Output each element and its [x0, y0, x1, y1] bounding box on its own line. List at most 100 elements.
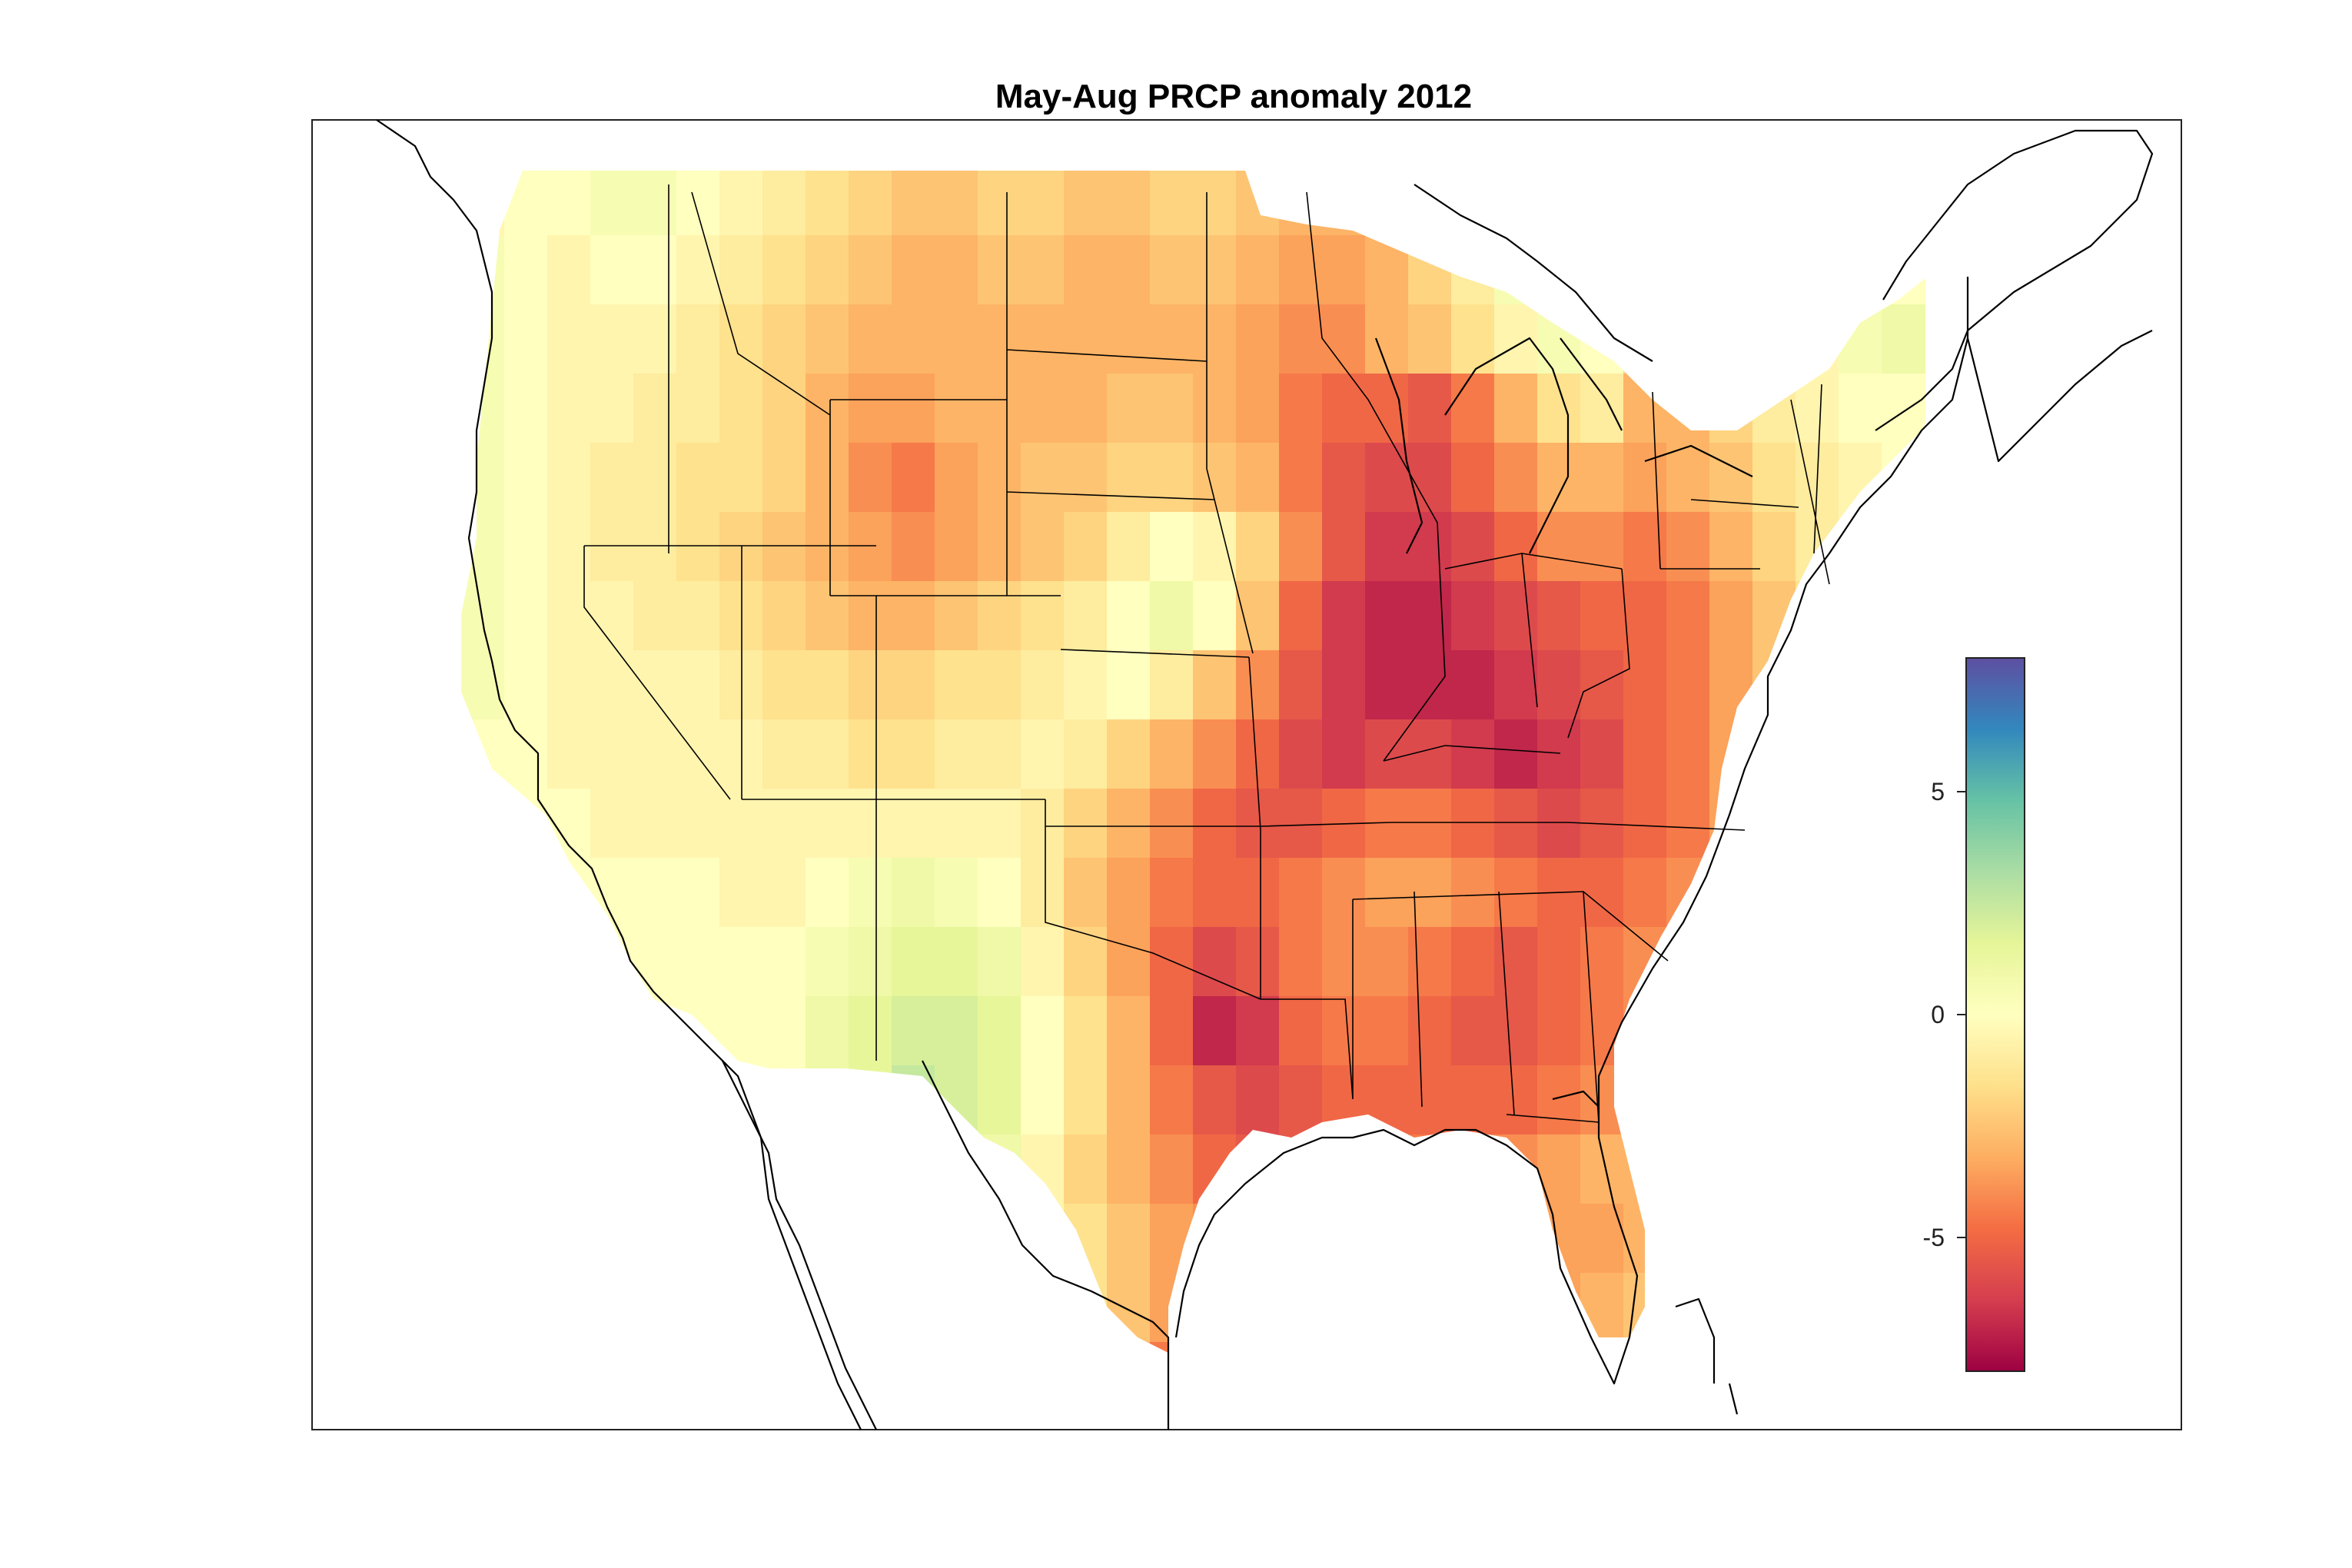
anomaly-cell — [806, 719, 849, 789]
anomaly-cell — [1752, 235, 1796, 305]
anomaly-cell — [1839, 374, 1882, 443]
anomaly-cell — [461, 789, 505, 859]
anomaly-cell — [504, 858, 548, 928]
anomaly-cell — [461, 927, 505, 997]
anomaly-cell — [762, 581, 806, 651]
anomaly-cell — [978, 1273, 1022, 1343]
anomaly-cell — [892, 1134, 935, 1204]
anomaly-cell — [1365, 512, 1409, 582]
anomaly-cell — [849, 512, 892, 582]
anomaly-cell — [461, 996, 505, 1066]
anomaly-cell — [676, 996, 720, 1066]
anomaly-cell — [676, 171, 720, 236]
anomaly-cell — [1494, 581, 1538, 651]
anomaly-cell — [1709, 235, 1753, 305]
anomaly-cell — [1580, 1134, 1624, 1204]
anomaly-cell — [1580, 1204, 1624, 1274]
anomaly-cell — [1623, 1204, 1667, 1274]
anomaly-cell — [590, 443, 634, 513]
anomaly-cell — [1494, 1065, 1538, 1135]
anomaly-cell — [892, 235, 935, 305]
anomaly-cell — [935, 1204, 978, 1274]
anomaly-cell — [935, 1342, 978, 1353]
anomaly-cell — [1408, 235, 1452, 305]
anomaly-cell — [1107, 1204, 1151, 1274]
anomaly-cell — [935, 171, 978, 236]
anomaly-cell — [1451, 996, 1495, 1066]
anomaly-cell — [1494, 927, 1538, 997]
anomaly-cell — [1537, 1065, 1581, 1135]
anomaly-cell — [849, 858, 892, 928]
anomaly-cell — [1796, 171, 1839, 236]
anomaly-cell — [1150, 1065, 1194, 1135]
anomaly-cell — [1021, 719, 1065, 789]
anomaly-cell — [1451, 927, 1495, 997]
anomaly-cell — [1193, 581, 1237, 651]
anomaly-cell — [1666, 512, 1710, 582]
anomaly-cell — [1322, 1134, 1366, 1204]
anomaly-cell — [1537, 789, 1581, 859]
anomaly-cell — [1666, 1342, 1710, 1353]
anomaly-cell — [590, 374, 634, 443]
colorbar-ticks: 5 0 -5 — [1923, 778, 1966, 1251]
anomaly-cell — [719, 789, 763, 859]
anomaly-cell — [892, 789, 935, 859]
anomaly-cell — [849, 1065, 892, 1135]
anomaly-cell — [1322, 650, 1366, 720]
anomaly-cell — [1021, 789, 1065, 859]
anomaly-cell — [935, 235, 978, 305]
anomaly-cell — [719, 858, 763, 928]
anomaly-cell — [1709, 1065, 1753, 1135]
anomaly-cell — [1107, 304, 1151, 374]
anomaly-cell — [978, 1065, 1022, 1135]
anomaly-cell — [1279, 443, 1323, 513]
anomaly-cell — [1494, 1204, 1538, 1274]
anomaly-cell — [1322, 374, 1366, 443]
anomaly-cell — [1666, 1273, 1710, 1343]
anomaly-cell — [1193, 719, 1237, 789]
anomaly-cell — [1709, 650, 1753, 720]
anomaly-cell — [676, 443, 720, 513]
anomaly-cell — [1365, 1273, 1409, 1343]
anomaly-cell — [978, 1134, 1022, 1204]
anomaly-cell — [806, 1134, 849, 1204]
anomaly-cell — [504, 581, 548, 651]
anomaly-cell — [1537, 512, 1581, 582]
anomaly-cell — [719, 927, 763, 997]
anomaly-cell — [676, 1204, 720, 1274]
anomaly-cell — [1537, 581, 1581, 651]
anomaly-cell — [1451, 235, 1495, 305]
anomaly-cell — [633, 581, 677, 651]
anomaly-cell — [1580, 1273, 1624, 1343]
anomaly-cell — [1236, 789, 1280, 859]
anomaly-cell — [633, 719, 677, 789]
anomaly-cell — [1666, 581, 1710, 651]
anomaly-cell — [806, 171, 849, 236]
anomaly-cell — [1150, 719, 1194, 789]
anomaly-cell — [1796, 858, 1839, 928]
anomaly-cell — [1752, 650, 1796, 720]
anomaly-cell — [719, 996, 763, 1066]
anomaly-cell — [590, 512, 634, 582]
anomaly-cell — [1322, 927, 1366, 997]
anomaly-cell — [719, 171, 763, 236]
anomaly-cell — [806, 374, 849, 443]
anomaly-cell — [1494, 512, 1538, 582]
anomaly-cell — [676, 1134, 720, 1204]
anomaly-cell — [1494, 1342, 1538, 1353]
anomaly-cell — [1322, 858, 1366, 928]
anomaly-cell — [1709, 858, 1753, 928]
anomaly-cell — [1150, 443, 1194, 513]
anomaly-cell — [1236, 719, 1280, 789]
anomaly-cell — [1709, 171, 1753, 236]
anomaly-cell — [1279, 789, 1323, 859]
anomaly-cell — [1451, 1342, 1495, 1353]
anomaly-cell — [547, 304, 591, 374]
anomaly-grid — [461, 171, 1925, 1353]
anomaly-cell — [676, 927, 720, 997]
anomaly-cell — [1365, 374, 1409, 443]
anomaly-cell — [1882, 927, 1925, 997]
anomaly-cell — [1796, 1204, 1839, 1274]
anomaly-cell — [935, 1273, 978, 1343]
anomaly-cell — [1193, 1134, 1237, 1204]
